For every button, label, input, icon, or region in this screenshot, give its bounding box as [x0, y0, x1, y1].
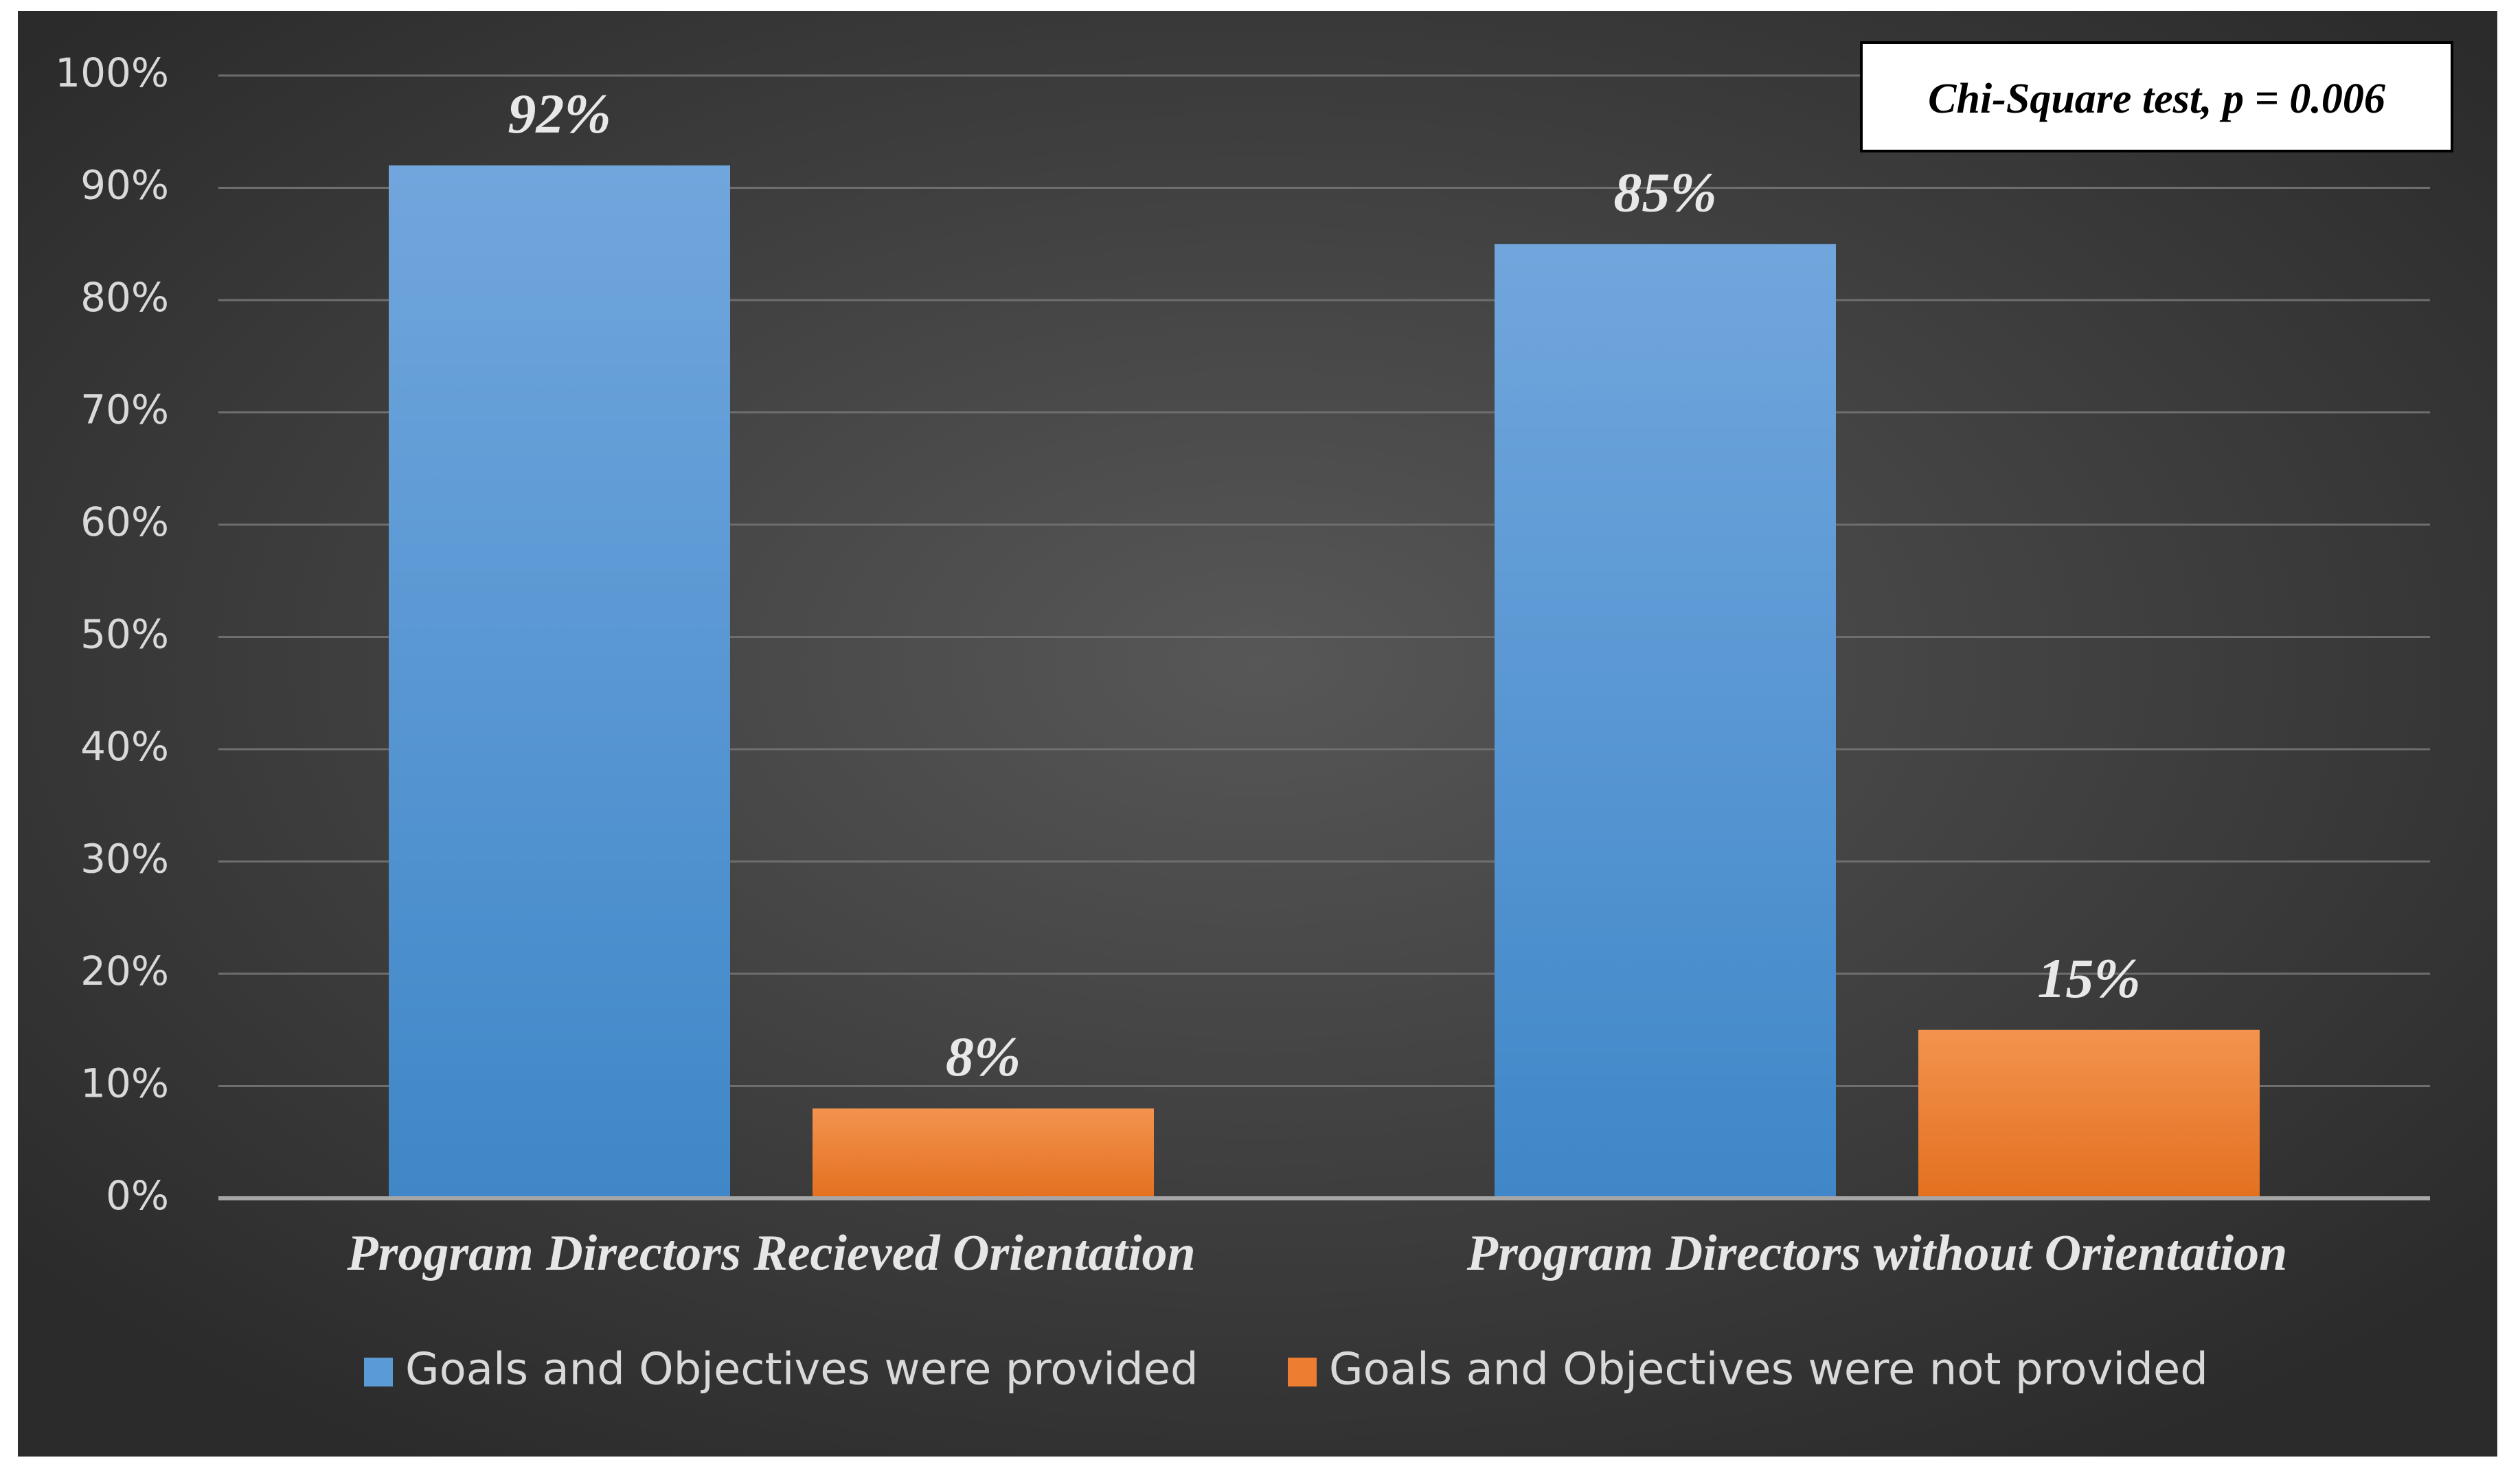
legend-item: Goals and Objectives were provided — [364, 1345, 1199, 1395]
data-label: 92% — [508, 82, 611, 145]
legend: Goals and Objectives were provided Goals … — [364, 1345, 2208, 1395]
legend-item: Goals and Objectives were not provided — [1288, 1345, 2208, 1395]
y-tick-label: 30% — [80, 836, 169, 882]
y-axis-ticks: 0% 10% 20% 30% 40% 50% 60% 70% 80% 90% 100% — [55, 49, 169, 1219]
bar-provided-1 — [389, 165, 730, 1198]
bar-not-provided-1 — [813, 1108, 1154, 1198]
data-label: 15% — [2037, 947, 2140, 1009]
y-tick-label: 40% — [80, 723, 169, 770]
x-category-label: Program Directors without Orientation — [1466, 1225, 2287, 1281]
legend-label: Goals and Objectives were provided — [405, 1345, 1199, 1395]
legend-swatch — [1288, 1358, 1317, 1386]
y-tick-label: 80% — [80, 274, 169, 321]
bars — [389, 165, 2260, 1198]
y-tick-label: 70% — [80, 387, 169, 433]
y-tick-label: 100% — [55, 49, 169, 96]
stat-annotation-text: Chi-Square test, p = 0.006 — [1928, 76, 2385, 122]
x-axis-categories: Program Directors Recieved Orientation Pr… — [346, 1225, 2287, 1281]
bar-not-provided-2 — [1918, 1029, 2260, 1198]
y-tick-label: 50% — [80, 611, 169, 658]
y-tick-label: 20% — [80, 948, 169, 994]
stat-annotation-frame — [1860, 41, 2453, 152]
legend-swatch — [364, 1358, 393, 1386]
stat-annotation-box: Chi-Square test, p = 0.006 — [1860, 41, 2453, 152]
bar-provided-2 — [1495, 244, 1836, 1198]
data-label: 85% — [1613, 161, 1716, 223]
data-label: 8% — [946, 1025, 1021, 1088]
x-category-label: Program Directors Recieved Orientation — [346, 1225, 1195, 1281]
y-tick-label: 60% — [80, 499, 169, 545]
legend-label: Goals and Objectives were not provided — [1329, 1345, 2208, 1395]
y-tick-label: 0% — [106, 1172, 169, 1219]
y-tick-label: 10% — [80, 1060, 169, 1107]
data-labels: 92% 8% 85% 15% — [508, 82, 2140, 1088]
y-tick-label: 90% — [80, 162, 169, 209]
